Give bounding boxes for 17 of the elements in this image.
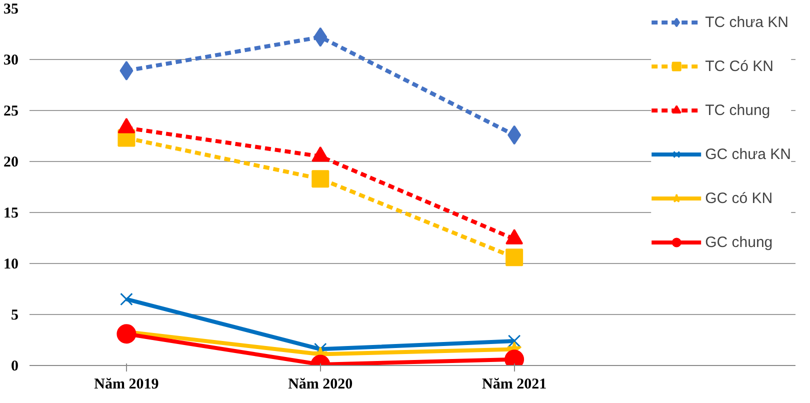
y-tick-label: 0 — [11, 358, 18, 374]
y-tick-label: 30 — [4, 52, 18, 68]
legend-label: GC chung — [705, 234, 773, 250]
legend-label: TC chưa KN — [705, 14, 788, 30]
x-tick-label: Năm 2020 — [288, 376, 353, 392]
legend-label: TC Có KN — [705, 58, 774, 74]
legend-label: TC chung — [705, 102, 770, 118]
legend-label: GC có KN — [705, 190, 773, 206]
legend-label: GC chưa KN — [705, 146, 791, 162]
x-tick-label: Năm 2021 — [482, 376, 547, 392]
y-tick-label: 10 — [4, 256, 18, 272]
y-tick-label: 15 — [4, 206, 18, 222]
y-tick-label: 35 — [4, 2, 18, 18]
y-tick-label: 25 — [4, 104, 18, 120]
y-tick-label: 20 — [4, 154, 18, 170]
x-tick-label: Năm 2019 — [94, 376, 159, 392]
y-tick-label: 5 — [11, 308, 18, 324]
